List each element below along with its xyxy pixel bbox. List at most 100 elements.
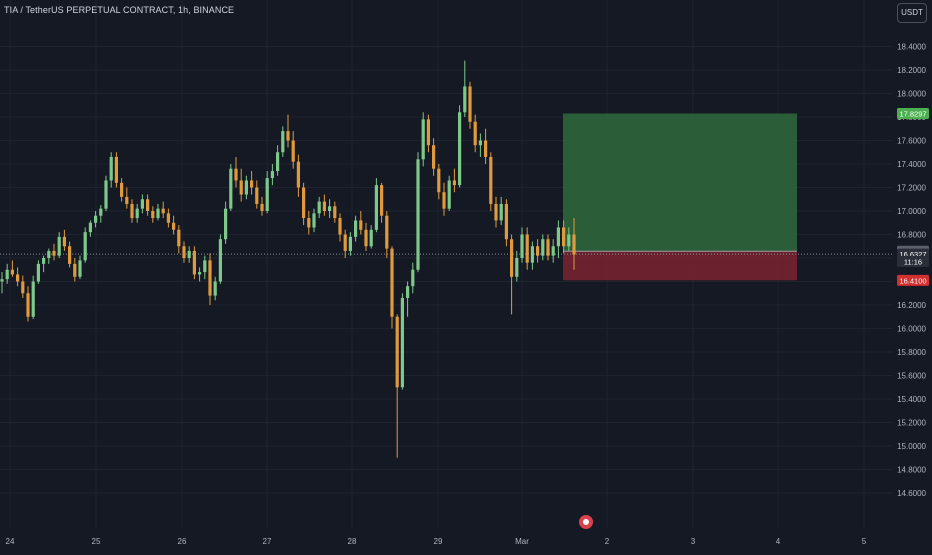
candle [182, 241, 186, 263]
svg-text:16.4100: 16.4100 [899, 276, 926, 285]
candle [21, 275, 25, 298]
candle [510, 234, 514, 315]
candle-body [203, 260, 207, 273]
candle-body [328, 206, 332, 211]
candle-body [182, 246, 186, 258]
candle-body [208, 260, 212, 296]
y-tick-label: 16.2000 [897, 301, 926, 310]
candle-body [114, 156, 118, 183]
candle [354, 215, 358, 242]
candle [400, 293, 404, 390]
candle [348, 232, 352, 256]
candle [99, 205, 103, 223]
candle [291, 131, 295, 169]
candle [562, 220, 566, 254]
candle-body [484, 140, 488, 157]
tradingview-logo-icon [579, 515, 593, 529]
candle [437, 164, 441, 200]
candle [57, 232, 61, 258]
svg-text:17.8297: 17.8297 [899, 110, 926, 119]
candle-body [42, 258, 46, 264]
candle [421, 112, 425, 167]
candle [94, 211, 98, 228]
candle-body [291, 140, 295, 162]
candle [302, 182, 306, 226]
candle-body [73, 263, 77, 277]
candle [452, 168, 456, 193]
candle-body [369, 229, 373, 247]
candle [307, 211, 311, 235]
candle [546, 234, 550, 261]
candle-body [473, 121, 477, 146]
candle [312, 208, 316, 233]
candle [432, 138, 436, 176]
candle [42, 255, 46, 273]
currency-button[interactable]: USDT [897, 3, 927, 23]
y-tick-label: 16.8000 [897, 231, 926, 240]
candle [281, 126, 285, 157]
candle-body [432, 145, 436, 169]
candle [73, 258, 77, 282]
x-tick-label: 24 [6, 537, 15, 546]
candle [416, 152, 420, 273]
candle [10, 260, 14, 277]
candle-body [151, 211, 155, 219]
profit-zone[interactable] [563, 113, 797, 252]
candle [270, 164, 274, 186]
candle-body [567, 234, 571, 247]
candle [161, 201, 165, 219]
candle-body [359, 220, 363, 230]
candle-body [229, 168, 233, 209]
candle [244, 175, 248, 200]
candle-body [458, 112, 462, 186]
candle-body [322, 201, 326, 211]
candle-body [489, 156, 493, 204]
candle-body [187, 250, 191, 258]
candle [166, 208, 170, 228]
candle-body [296, 161, 300, 188]
candle [16, 267, 20, 287]
candle [515, 250, 519, 282]
candle [260, 196, 264, 216]
candlestick-series [0, 60, 576, 458]
y-tick-label: 15.8000 [897, 348, 926, 357]
axes: 14.6000 14.8000 15.0000 15.2000 15.4000 15.60… [6, 43, 927, 547]
candle-body [36, 263, 40, 282]
candle [192, 246, 196, 280]
candle-body [343, 234, 347, 251]
candle-body [312, 213, 316, 228]
candle-body [406, 286, 410, 298]
candle [556, 220, 560, 258]
long-position-tool [0, 113, 893, 281]
candle-body [385, 215, 389, 249]
price-axis-label: 16.4100 [897, 274, 929, 286]
candle [504, 199, 508, 247]
y-tick-label: 15.2000 [897, 419, 926, 428]
candle-body [198, 272, 202, 275]
candle-body [265, 178, 269, 211]
candle [296, 154, 300, 197]
candle [265, 171, 269, 214]
candle-body [146, 199, 150, 211]
candle [447, 175, 451, 211]
price-axis-label: 11:16 [897, 256, 929, 268]
candle-body [161, 208, 165, 214]
candle-body [88, 222, 92, 233]
y-tick-label: 14.8000 [897, 466, 926, 475]
x-tick-label: 3 [691, 537, 696, 546]
candle [172, 215, 176, 235]
candle [229, 164, 233, 211]
candle-body [416, 159, 420, 270]
loss-zone[interactable] [563, 251, 797, 281]
candle [104, 175, 108, 211]
candle-body [452, 180, 456, 186]
candle-body [468, 86, 472, 122]
candle [255, 180, 259, 209]
candle-body [510, 239, 514, 277]
candle [385, 211, 389, 258]
candle-body [10, 269, 14, 275]
candle-body [5, 269, 9, 280]
candle-body [281, 131, 285, 153]
